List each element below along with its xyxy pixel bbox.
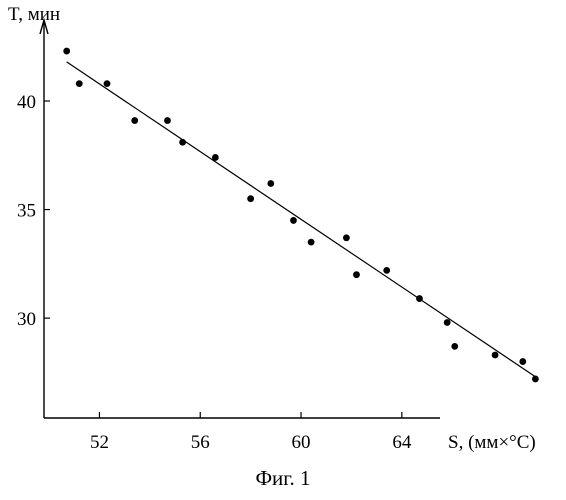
data-point [247,195,254,202]
data-point [519,358,526,365]
data-point [290,217,297,224]
x-tick-label: 52 [90,432,109,453]
data-point [179,139,186,146]
data-point [416,295,423,302]
data-point [104,80,111,87]
ticks: 52 56 60 64 30 35 40 [17,92,412,453]
y-tick-label: 35 [17,201,36,222]
trend-line [67,62,536,377]
figure-caption: Фиг. 1 [0,466,566,491]
data-point [308,239,315,246]
data-point [76,80,83,87]
x-axis-title: S, (мм×°C) [448,432,536,453]
data-point [164,117,171,124]
data-point [212,154,219,161]
axes [40,20,440,418]
x-tick-label: 64 [392,432,412,453]
data-point [267,180,274,187]
y-axis-title: T, мин [8,4,60,25]
data-point [343,234,350,241]
data-points [63,48,539,383]
trendline-layer [67,62,536,377]
data-point [532,376,539,383]
data-point [444,319,451,326]
data-point [492,352,499,359]
data-point [451,343,458,350]
y-tick-label: 40 [17,92,36,113]
data-point [131,117,138,124]
data-point [63,48,70,55]
data-point [383,267,390,274]
scatter-chart: 52 56 60 64 30 35 40 T, мин S, (мм×°C) [0,0,566,470]
data-point [353,271,360,278]
x-tick-label: 56 [191,432,210,453]
y-tick-label: 30 [17,309,36,330]
x-tick-label: 60 [292,432,311,453]
